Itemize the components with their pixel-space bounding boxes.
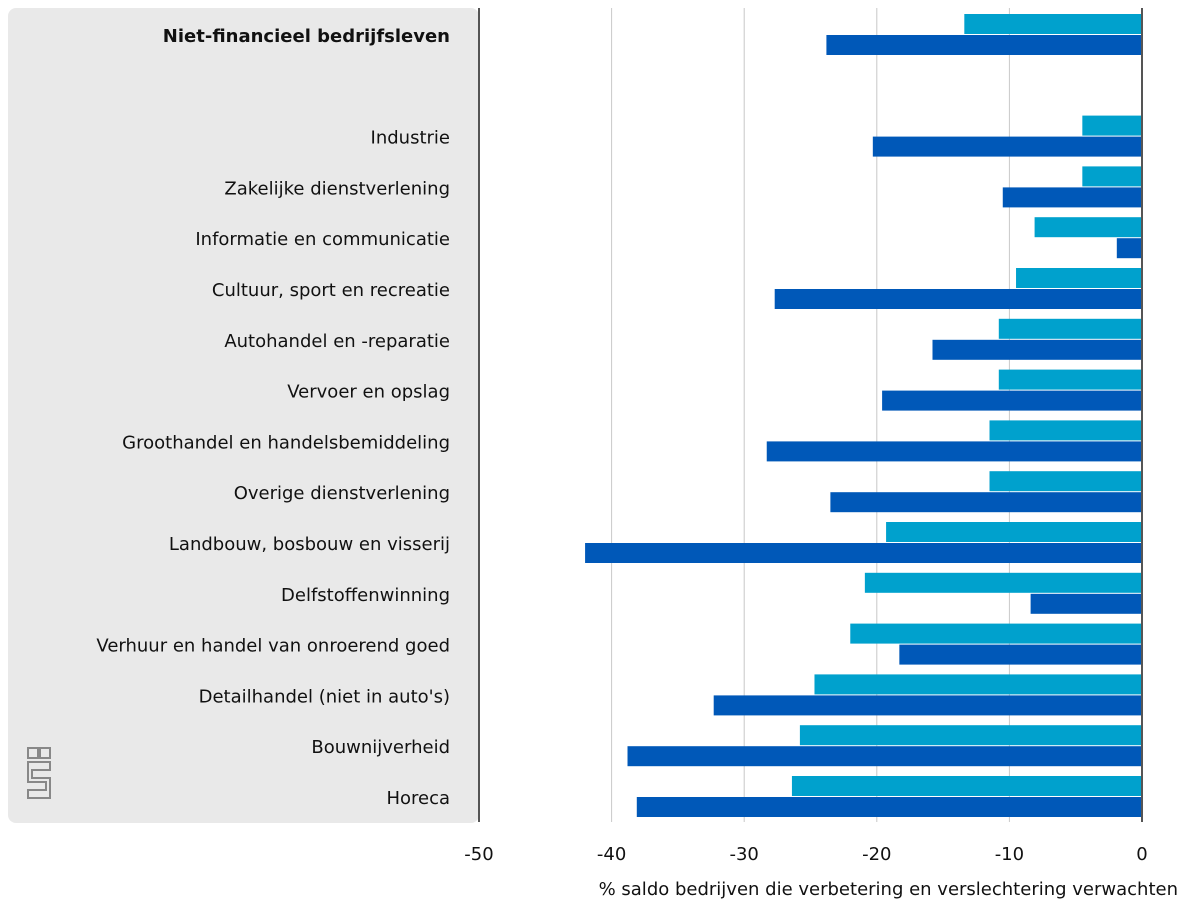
y-tick-label: Overige dienstverlening — [234, 483, 450, 504]
bar — [1002, 187, 1142, 208]
y-tick-label: Zakelijke dienstverlening — [224, 178, 450, 199]
x-tick-label: -10 — [995, 844, 1024, 865]
bar — [636, 797, 1142, 817]
y-tick-label: Industrie — [371, 128, 450, 149]
bar — [886, 522, 1142, 542]
bar — [872, 136, 1142, 157]
x-tick-label: -30 — [729, 844, 758, 865]
bar — [864, 572, 1142, 593]
y-tick-label: Bouwnijverheid — [311, 737, 450, 758]
bar — [799, 725, 1142, 746]
bar — [850, 623, 1142, 644]
bar — [989, 420, 1142, 441]
label-panel — [8, 8, 479, 823]
bar — [1016, 268, 1142, 288]
y-tick-label: Horeca — [386, 788, 450, 809]
y-tick-label: Cultuur, sport en recreatie — [212, 280, 450, 301]
bar — [826, 35, 1142, 55]
y-tick-label: Niet-financieel bedrijfsleven — [163, 26, 450, 47]
bar — [899, 644, 1142, 665]
bar — [932, 339, 1142, 360]
x-tick-label: -40 — [597, 844, 626, 865]
bar — [1082, 115, 1142, 136]
bar — [989, 471, 1142, 492]
y-tick-label: Landbouw, bosbouw en visserij — [169, 534, 450, 555]
bar — [964, 14, 1142, 34]
bar — [713, 695, 1142, 716]
logo — [27, 747, 51, 799]
bar — [998, 318, 1142, 339]
y-tick-label: Groothandel en handelsbemiddeling — [122, 432, 450, 453]
bar — [766, 441, 1142, 462]
bar — [882, 390, 1142, 411]
y-tick-label: Verhuur en handel van onroerend goed — [96, 636, 450, 657]
x-tick-label: 0 — [1136, 844, 1147, 865]
bar — [791, 776, 1142, 796]
bar — [1116, 238, 1142, 259]
y-tick-label: Informatie en communicatie — [195, 229, 450, 250]
bar — [585, 543, 1142, 563]
bar — [774, 289, 1142, 309]
x-axis-label: % saldo bedrijven die verbetering en ver… — [599, 879, 1178, 900]
y-tick-label: Delfstoffenwinning — [281, 585, 450, 606]
bar — [830, 492, 1142, 513]
y-tick-label: Autohandel en -reparatie — [224, 331, 450, 352]
x-tick-label: -50 — [464, 844, 493, 865]
y-tick-label: Detailhandel (niet in auto's) — [199, 686, 450, 707]
bar — [1030, 593, 1142, 614]
y-tick-label: Vervoer en opslag — [287, 382, 450, 403]
bar — [1034, 217, 1142, 238]
bar — [627, 746, 1142, 767]
bar — [998, 369, 1142, 390]
bar — [1082, 166, 1142, 187]
bar — [814, 674, 1142, 695]
x-tick-label: -20 — [862, 844, 891, 865]
